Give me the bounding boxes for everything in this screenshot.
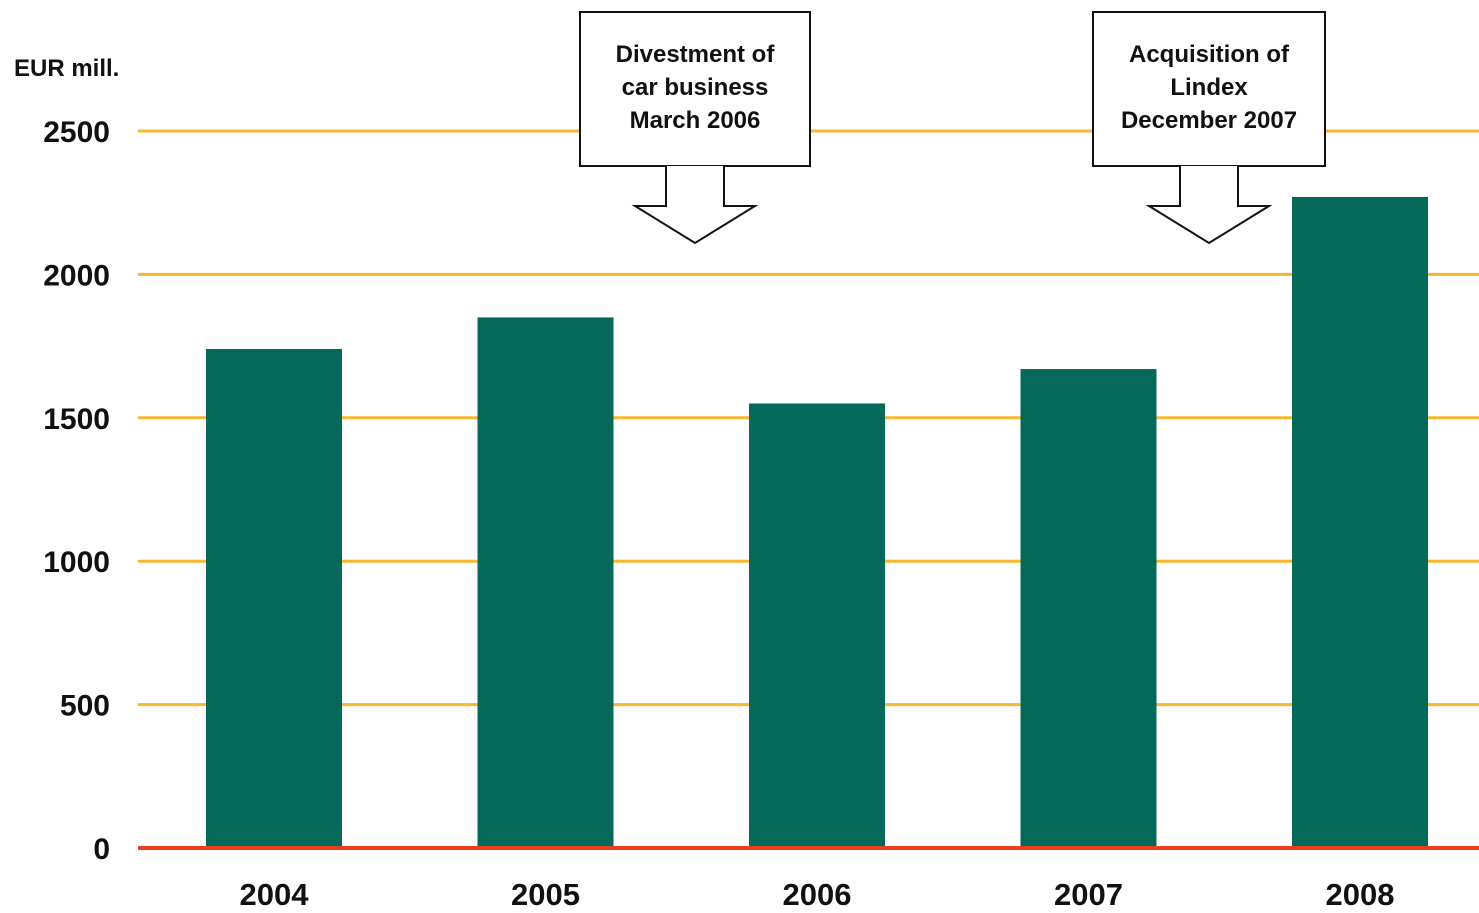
x-tick-label: 2004	[240, 877, 310, 912]
y-tick-label: 2500	[43, 116, 110, 149]
bar-2007	[1020, 369, 1157, 848]
x-tick-label: 2008	[1326, 877, 1395, 912]
y-tick-label: 1500	[43, 403, 110, 436]
annotation-text-line: Divestment of	[616, 41, 776, 68]
y-tick-label: 2000	[43, 259, 110, 292]
y-tick-label: 500	[60, 690, 110, 723]
annotations: Divestment of car business March 2006 Acqui…	[579, 11, 1326, 245]
bar-2004	[206, 348, 342, 848]
x-tick-label: 2006	[783, 877, 852, 912]
annotation-text-line: Lindex	[1170, 74, 1248, 101]
annotation-text-line: March 2006	[630, 107, 761, 134]
annotation-arrow	[1145, 166, 1273, 245]
y-axis-ticks: 0 500 1000 1500 2000 2500	[43, 116, 110, 866]
annotation-callout-1: Divestment of car business March 2006	[579, 11, 811, 245]
bar-2006	[749, 403, 885, 848]
bar-2008	[1292, 196, 1428, 849]
x-tick-label: 2007	[1054, 877, 1123, 912]
annotation-callout-2: Acquisition of Lindex December 2007	[1092, 11, 1326, 245]
y-tick-label: 0	[93, 833, 110, 866]
annotation-text-line: December 2007	[1121, 107, 1297, 134]
x-axis-ticks: 2004 2005 2006 2007 2008	[240, 877, 1395, 912]
annotation-text-line: Acquisition of	[1129, 41, 1290, 68]
y-axis-unit-label: EUR mill.	[14, 55, 119, 82]
annotation-text-line: car business	[622, 74, 769, 101]
annotation-arrow	[631, 166, 759, 245]
bars	[206, 196, 1428, 849]
annotation-box	[1092, 11, 1326, 167]
y-tick-label: 1000	[43, 546, 110, 579]
bar-2005	[477, 317, 614, 848]
x-tick-label: 2005	[511, 877, 580, 912]
